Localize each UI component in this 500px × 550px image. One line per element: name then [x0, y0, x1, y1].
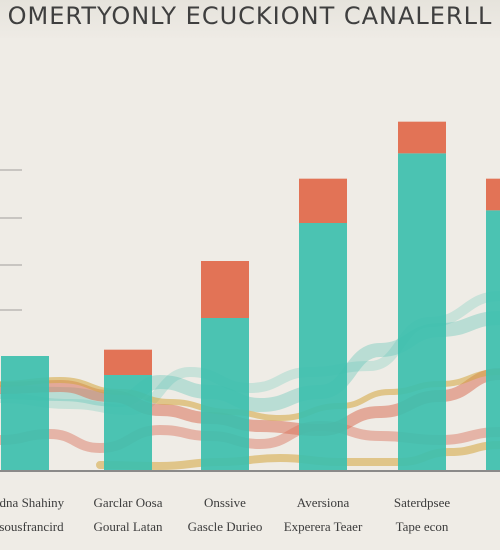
bar-base-6 — [486, 210, 500, 471]
bars — [1, 121, 500, 471]
bar-base-1 — [1, 356, 49, 470]
x-tick-label-3-2: Gascle Durieo — [188, 519, 263, 534]
y-axis-ticks — [0, 169, 22, 311]
x-tick-labels: Sodna Shahiny Pesousfrancird Garclar Oosa G… — [0, 495, 500, 534]
x-tick-label-4-2: Experera Teaer — [284, 519, 363, 534]
x-tick-label-4-1: Aversiona — [297, 495, 350, 510]
bar-base-3 — [201, 318, 249, 470]
x-tick-label-3-1: Onssive — [204, 495, 246, 510]
bar-top-3 — [201, 261, 249, 318]
bar-base-4 — [299, 223, 347, 470]
bar-base-5 — [398, 153, 446, 471]
x-tick-label-2-1: Garclar Oosa — [94, 495, 163, 510]
x-tick-label-5-1: Saterdpsee — [394, 495, 451, 510]
x-tick-label-2-2: Goural Latan — [94, 519, 163, 534]
bar-top-4 — [299, 178, 347, 223]
x-tick-label-1-2: Pesousfrancird — [0, 519, 64, 534]
x-tick-label-5-2: Tape econ — [396, 519, 449, 534]
title-band — [0, 0, 500, 38]
x-tick-label-1-1: Sodna Shahiny — [0, 495, 65, 510]
bar-top-5 — [398, 121, 446, 154]
bar-top-2 — [104, 349, 152, 375]
bar-top-6 — [486, 178, 500, 211]
bar-base-2 — [104, 375, 152, 470]
chart-title: OMERTYONLY ECUCKIONT CANALERLL — [7, 2, 493, 30]
